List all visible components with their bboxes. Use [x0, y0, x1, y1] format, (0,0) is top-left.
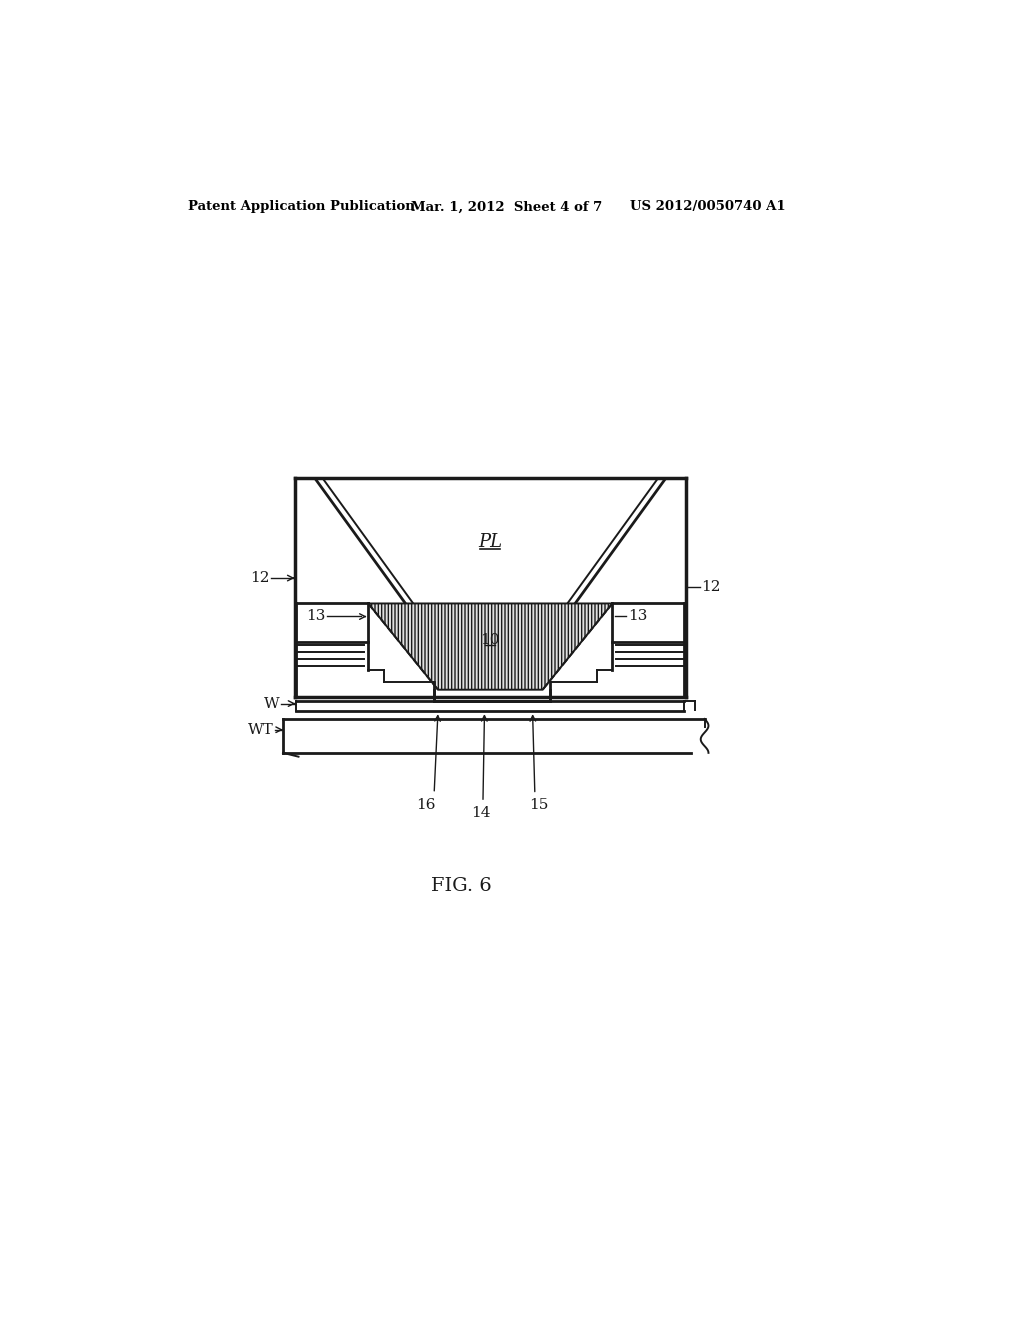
Text: W: W — [264, 697, 280, 710]
Text: 12: 12 — [250, 572, 270, 585]
Polygon shape — [369, 603, 612, 689]
Text: US 2012/0050740 A1: US 2012/0050740 A1 — [630, 201, 785, 214]
Text: 15: 15 — [529, 799, 549, 812]
Text: 14: 14 — [471, 807, 490, 820]
Text: Mar. 1, 2012  Sheet 4 of 7: Mar. 1, 2012 Sheet 4 of 7 — [411, 201, 602, 214]
Text: 13: 13 — [306, 609, 326, 623]
Text: FIG. 6: FIG. 6 — [431, 876, 492, 895]
Text: 16: 16 — [417, 799, 436, 812]
Text: 12: 12 — [701, 581, 721, 594]
Text: WT: WT — [248, 723, 273, 737]
Text: 10: 10 — [480, 632, 500, 647]
Text: Patent Application Publication: Patent Application Publication — [188, 201, 415, 214]
Text: 13: 13 — [628, 609, 647, 623]
Text: PL: PL — [478, 533, 502, 550]
